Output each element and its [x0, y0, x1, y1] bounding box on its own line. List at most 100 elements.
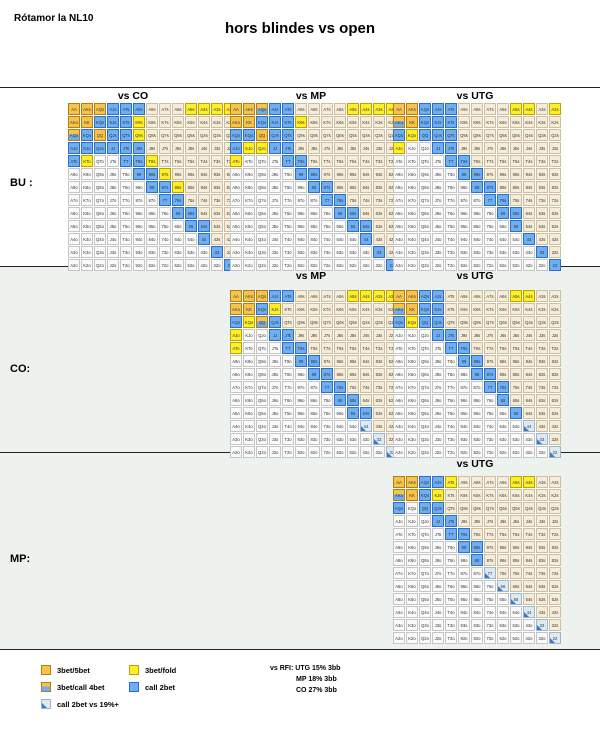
hand-cell-a7s: A7s [484, 476, 496, 488]
hand-cell-q5o: Q5o [94, 220, 106, 232]
hand-cell-83o: 83o [471, 619, 483, 631]
hand-cell-j8s: J8s [146, 142, 158, 154]
hand-cell-99: 99 [295, 355, 307, 367]
hand-cell-t9s: T9s [458, 528, 470, 540]
hand-cell-j3s: J3s [536, 142, 548, 154]
hand-cell-ato: ATo [393, 155, 405, 167]
hand-cell-t5o: T5o [445, 593, 457, 605]
hand-cell-q8s: Q8s [146, 129, 158, 141]
hand-cell-ajs: AJs [432, 290, 444, 302]
hand-cell-j2o: J2o [269, 259, 281, 271]
hand-cell-62s: 62s [549, 207, 561, 219]
hand-cell-85s: 85s [185, 181, 197, 193]
hand-cell-t4o: T4o [282, 233, 294, 245]
hand-cell-a6s: A6s [497, 103, 509, 115]
hand-cell-32o: 32o [536, 446, 548, 458]
hand-cell-qto: QTo [256, 342, 268, 354]
hand-cell-jj: JJ [432, 329, 444, 341]
hand-cell-k6s: K6s [497, 489, 509, 501]
hand-cell-84s: 84s [198, 181, 210, 193]
hand-cell-k7s: K7s [484, 303, 496, 315]
hand-cell-q7s: Q7s [159, 129, 171, 141]
hand-cell-54s: 54s [523, 407, 535, 419]
hand-cell-k8s: K8s [308, 116, 320, 128]
hand-cell-q6o: Q6o [94, 207, 106, 219]
hand-cell-a6s: A6s [497, 476, 509, 488]
hand-cell-aks: AKs [243, 290, 255, 302]
hand-cell-k5s: K5s [510, 303, 522, 315]
hand-cell-ajs: AJs [269, 290, 281, 302]
hand-cell-qts: QTs [445, 316, 457, 328]
hand-cell-j9o: J9o [269, 168, 281, 180]
hand-cell-kjs: KJs [269, 116, 281, 128]
hand-cell-qq: QQ [419, 129, 431, 141]
hand-cell-j2o: J2o [432, 632, 444, 644]
hand-cell-kjo: KJo [406, 329, 418, 341]
hand-cell-a4o: A4o [68, 233, 80, 245]
hand-cell-72s: 72s [549, 194, 561, 206]
hand-cell-86o: 86o [308, 394, 320, 406]
hand-cell-54o: 54o [347, 420, 359, 432]
hand-cell-kto: KTo [406, 528, 418, 540]
hand-cell-q5s: Q5s [510, 129, 522, 141]
hand-cell-j9s: J9s [133, 142, 145, 154]
hand-cell-j4o: J4o [269, 233, 281, 245]
hand-cell-98o: 98o [458, 181, 470, 193]
hand-cell-k7o: K7o [243, 381, 255, 393]
hand-cell-k3s: K3s [536, 303, 548, 315]
hand-cell-k4s: K4s [360, 116, 372, 128]
hand-cell-kts: KTs [445, 116, 457, 128]
hand-cell-84o: 84o [471, 606, 483, 618]
hand-cell-98s: 98s [308, 355, 320, 367]
hand-cell-a5s: A5s [185, 103, 197, 115]
hand-cell-65o: 65o [334, 220, 346, 232]
hand-cell-q2o: Q2o [419, 259, 431, 271]
hand-cell-j4s: J4s [360, 329, 372, 341]
hand-cell-jj: JJ [269, 142, 281, 154]
hand-cell-ako: AKo [393, 489, 405, 501]
hand-cell-t9s: T9s [458, 342, 470, 354]
hand-cell-64s: 64s [198, 207, 210, 219]
hand-cell-76o: 76o [484, 207, 496, 219]
hand-cell-k6o: K6o [243, 207, 255, 219]
hand-cell-42s: 42s [549, 606, 561, 618]
hand-cell-t5s: T5s [185, 155, 197, 167]
hand-cell-t2s: T2s [549, 342, 561, 354]
hand-cell-74o: 74o [484, 233, 496, 245]
hand-cell-k3s: K3s [373, 116, 385, 128]
hand-cell-a9s: A9s [295, 103, 307, 115]
hand-cell-t4s: T4s [523, 528, 535, 540]
hand-cell-t4s: T4s [360, 342, 372, 354]
hand-cell-j2s: J2s [549, 142, 561, 154]
hand-cell-kqo: KQo [243, 129, 255, 141]
hand-cell-98o: 98o [458, 554, 470, 566]
hand-cell-73s: 73s [536, 194, 548, 206]
hand-cell-77: 77 [159, 194, 171, 206]
hand-cell-q9s: Q9s [458, 316, 470, 328]
hand-cell-q3s: Q3s [373, 129, 385, 141]
hand-cell-64s: 64s [360, 394, 372, 406]
hand-cell-99: 99 [458, 541, 470, 553]
hand-cell-q7o: Q7o [419, 567, 431, 579]
hand-cell-j4s: J4s [523, 515, 535, 527]
hand-cell-97o: 97o [458, 194, 470, 206]
hand-cell-72o: 72o [484, 632, 496, 644]
hand-cell-q5o: Q5o [419, 407, 431, 419]
hand-cell-42o: 42o [523, 632, 535, 644]
hand-cell-82o: 82o [308, 259, 320, 271]
hand-cell-q9s: Q9s [458, 129, 470, 141]
hand-cell-tt: TT [445, 342, 457, 354]
hand-cell-a2o: A2o [68, 259, 80, 271]
hand-cell-j6s: J6s [334, 142, 346, 154]
hand-cell-k5s: K5s [510, 116, 522, 128]
hand-cell-k4s: K4s [523, 303, 535, 315]
hand-cell-94o: 94o [295, 233, 307, 245]
hand-cell-t4s: T4s [198, 155, 210, 167]
hand-cell-62s: 62s [549, 580, 561, 592]
hand-cell-63o: 63o [497, 619, 509, 631]
hand-cell-t9o: T9o [445, 168, 457, 180]
hand-cell-82o: 82o [471, 259, 483, 271]
hand-cell-jj: JJ [432, 142, 444, 154]
hand-cell-83s: 83s [373, 181, 385, 193]
hand-cell-a3o: A3o [230, 246, 242, 258]
